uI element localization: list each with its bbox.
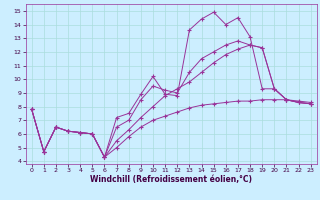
X-axis label: Windchill (Refroidissement éolien,°C): Windchill (Refroidissement éolien,°C) bbox=[90, 175, 252, 184]
